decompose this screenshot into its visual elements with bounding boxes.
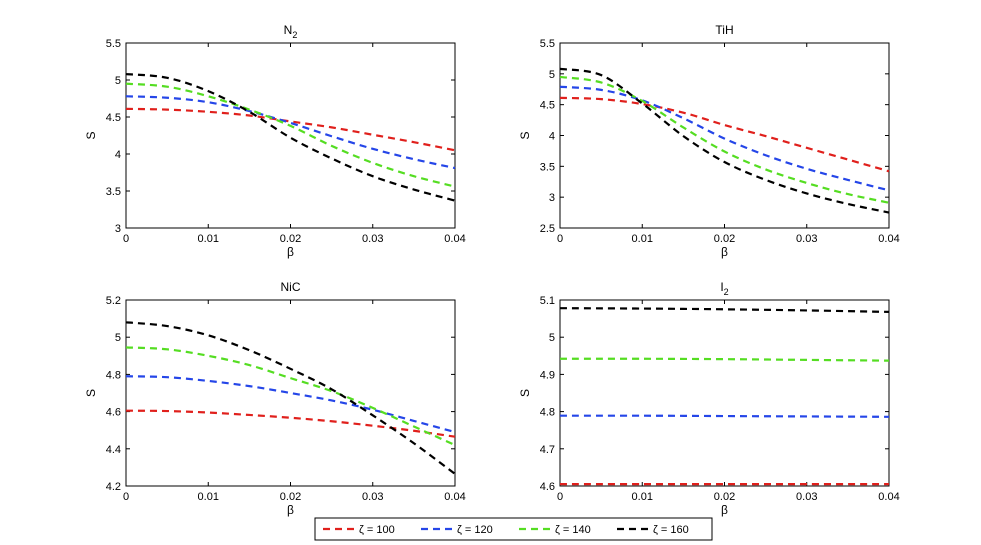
chart-title-subscript: 2 — [292, 30, 297, 40]
series-line-3 — [125, 82, 456, 188]
series-line-2 — [125, 375, 456, 434]
x-tick-label: 0.01 — [198, 233, 219, 245]
y-tick-label: 4.8 — [540, 407, 555, 419]
x-tick-label: 0 — [557, 233, 563, 245]
x-tick-label: 0.04 — [878, 491, 899, 503]
x-tick-label: 0.03 — [362, 233, 383, 245]
series-line-4 — [125, 321, 456, 475]
series-line-1 — [125, 409, 456, 438]
y-axis-label: S — [518, 389, 532, 397]
chart-title-main: N — [284, 23, 293, 37]
y-axis-label: S — [84, 131, 98, 139]
y-tick-label: 5.2 — [106, 295, 121, 307]
y-tick-label: 3 — [115, 223, 121, 235]
chart-title: NiC — [281, 280, 301, 294]
y-tick-label: 4.9 — [540, 369, 555, 381]
chart-title: TiH — [715, 23, 733, 37]
y-tick-label: 2.5 — [540, 223, 555, 235]
x-tick-label: 0 — [557, 491, 563, 503]
x-tick-label: 0.02 — [714, 233, 735, 245]
chart-panel-3: 0 0.01 0.02 0.03 0.04 4.2 4.4 4.6 4.8 5 5.2 β S NiC — [84, 280, 466, 517]
x-axis-label: β — [287, 245, 294, 259]
y-tick-label: 4 — [115, 149, 121, 161]
y-tick-label: 4.6 — [540, 481, 555, 493]
chart-title-main: NiC — [281, 280, 301, 294]
x-tick-label: 0.01 — [632, 233, 653, 245]
y-tick-label: 5 — [115, 75, 121, 87]
series-line-1 — [559, 96, 890, 173]
legend: ζ = 100 ζ = 120 ζ = 140 ζ = 160 — [314, 517, 713, 541]
y-tick-label: 4.5 — [540, 100, 555, 112]
plot-area — [559, 42, 890, 229]
x-tick-label: 0.03 — [362, 491, 383, 503]
series-line-3 — [559, 75, 890, 204]
x-tick-label: 0.04 — [444, 491, 465, 503]
x-tick-label: 0.02 — [280, 233, 301, 245]
x-tick-label: 0.01 — [632, 491, 653, 503]
chart-title: I2 — [720, 280, 728, 297]
legend-box — [314, 517, 713, 541]
x-tick-label: 0.02 — [280, 491, 301, 503]
y-tick-label: 4.4 — [106, 444, 121, 456]
plot-area — [559, 299, 890, 487]
y-tick-label: 5 — [549, 332, 555, 344]
series-line-2 — [125, 95, 456, 170]
series-line-4 — [559, 67, 890, 214]
plot-area — [125, 299, 456, 487]
y-axis-label: S — [518, 131, 532, 139]
x-axis-label: β — [721, 503, 728, 517]
chart-panel-2: 0 0.01 0.02 0.03 0.04 2.5 3 3.5 4 4.5 5 5.5 β S TiH — [518, 23, 900, 259]
y-tick-label: 4.6 — [106, 407, 121, 419]
legend-label-4: ζ = 160 — [653, 524, 689, 536]
y-tick-label: 5.5 — [540, 38, 555, 50]
x-tick-label: 0.04 — [444, 233, 465, 245]
y-tick-label: 4.2 — [106, 481, 121, 493]
x-axis-label: β — [287, 503, 294, 517]
x-axis-label: β — [721, 245, 728, 259]
y-tick-label: 4.7 — [540, 444, 555, 456]
y-tick-label: 4 — [549, 131, 555, 143]
series-line-3 — [125, 346, 456, 447]
x-tick-label: 0.03 — [796, 491, 817, 503]
chart-title-subscript: 2 — [724, 287, 729, 297]
y-tick-label: 5 — [115, 332, 121, 344]
y-tick-label: 3 — [549, 192, 555, 204]
legend-label-3: ζ = 140 — [555, 524, 591, 536]
x-tick-label: 0 — [123, 491, 129, 503]
chart-panel-4: 0 0.01 0.02 0.03 0.04 4.6 4.7 4.8 4.9 5 5.1 β S I2 — [518, 280, 900, 517]
series-line-1 — [125, 107, 456, 152]
x-tick-label: 0 — [123, 233, 129, 245]
legend-label-2: ζ = 120 — [457, 524, 493, 536]
series-line-4 — [125, 72, 456, 202]
chart-title-main: TiH — [715, 23, 733, 37]
legend-label-1: ζ = 100 — [359, 524, 395, 536]
x-tick-label: 0.02 — [714, 491, 735, 503]
y-tick-label: 3.5 — [540, 161, 555, 173]
chart-title-main: I — [720, 280, 723, 294]
y-tick-label: 5 — [549, 69, 555, 81]
x-tick-label: 0.04 — [878, 233, 899, 245]
y-axis-label: S — [84, 389, 98, 397]
plot-area — [125, 42, 456, 229]
y-tick-label: 5.1 — [540, 295, 555, 307]
y-tick-label: 5.5 — [106, 38, 121, 50]
x-tick-label: 0.03 — [796, 233, 817, 245]
series-line-2 — [559, 85, 890, 192]
chart-panel-1: 0 0.01 0.02 0.03 0.04 3 3.5 4 4.5 5 5.5 β S N2 — [84, 23, 466, 259]
y-tick-label: 3.5 — [106, 186, 121, 198]
y-tick-label: 4.8 — [106, 369, 121, 381]
y-tick-label: 4.5 — [106, 112, 121, 124]
x-tick-label: 0.01 — [198, 491, 219, 503]
chart-title: N2 — [284, 23, 298, 40]
